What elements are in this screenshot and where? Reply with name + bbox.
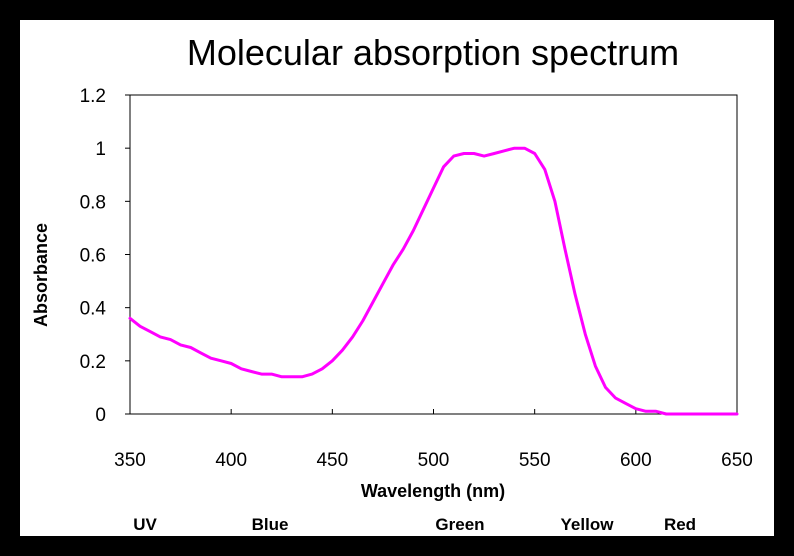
chart-title: Molecular absorption spectrum: [187, 32, 679, 73]
x-tick-label: 450: [316, 450, 348, 471]
y-axis-label: Absorbance: [31, 223, 51, 327]
plot-frame: [129, 94, 738, 415]
x-tick-label: 550: [519, 450, 551, 471]
x-tick-label: 400: [215, 450, 247, 471]
x-tick-label: 600: [620, 450, 652, 471]
chart-frame: Molecular absorption spectrum 0 0.2 0.4 0.6…: [20, 20, 774, 536]
x-tick-label: 500: [418, 450, 450, 471]
region-label-red: Red: [664, 515, 696, 534]
x-tick-label: 650: [721, 450, 753, 471]
absorption-chart: Molecular absorption spectrum 0 0.2 0.4 0.6…: [31, 32, 753, 534]
region-label-uv: UV: [133, 515, 157, 534]
region-label-yellow: Yellow: [561, 515, 615, 534]
y-tick-label: 0.2: [80, 352, 106, 373]
region-label-green: Green: [435, 515, 484, 534]
y-tick-label: 0: [95, 405, 106, 426]
y-tick-label: 1: [95, 139, 106, 160]
y-tick-label: 1.2: [80, 86, 106, 107]
y-axis: 0 0.2 0.4 0.6 0.8 1 1.2: [80, 86, 130, 426]
plot-area: [129, 94, 738, 415]
x-axis-label: Wavelength (nm): [361, 481, 505, 501]
x-axis: 350 400 450 500 550 600 650: [114, 409, 753, 471]
region-label-blue: Blue: [252, 515, 289, 534]
absorbance-line: [128, 146, 739, 416]
y-tick-label: 0.4: [80, 299, 107, 320]
x-tick-label: 350: [114, 450, 146, 471]
y-tick-label: 0.6: [80, 246, 106, 267]
y-tick-label: 0.8: [80, 192, 106, 213]
